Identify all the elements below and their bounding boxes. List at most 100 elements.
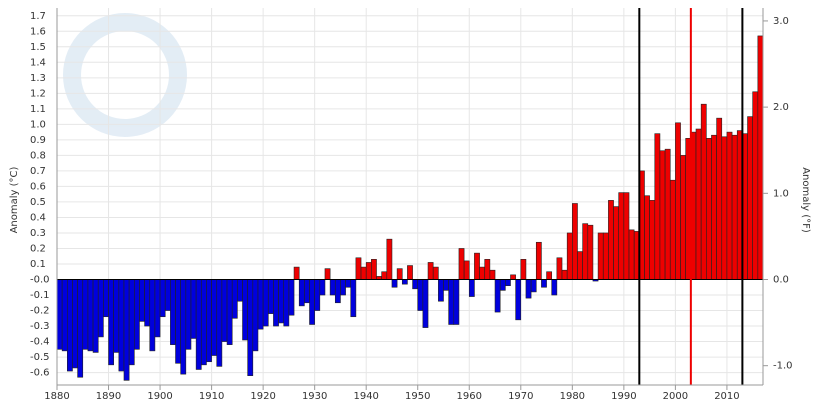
- bar: [659, 150, 666, 280]
- bar: [154, 279, 161, 338]
- bar: [401, 279, 408, 285]
- bar: [309, 279, 315, 325]
- bar: [448, 279, 455, 325]
- y-tick-label: 0.6: [30, 181, 46, 192]
- bar: [61, 279, 68, 352]
- bar: [675, 122, 681, 280]
- bar: [458, 248, 465, 280]
- bar: [139, 279, 145, 322]
- y2-tick-label: 3.0: [773, 16, 789, 27]
- bar: [422, 279, 429, 328]
- bar: [103, 279, 109, 318]
- x-tick-label: 1890: [96, 391, 121, 401]
- bar: [365, 262, 372, 280]
- bar: [159, 279, 166, 318]
- bar: [164, 279, 171, 311]
- x-tick-label: 1930: [302, 391, 327, 401]
- bar: [535, 241, 542, 280]
- bar: [221, 279, 228, 342]
- bar: [489, 269, 496, 280]
- bar: [242, 279, 248, 341]
- y-tick-label: 0.7: [30, 166, 46, 177]
- logo-inner: [81, 31, 169, 119]
- bar: [520, 259, 527, 280]
- bar: [669, 179, 676, 280]
- bar: [77, 279, 84, 378]
- bar: [499, 279, 506, 291]
- x-tick-label: 1920: [250, 391, 275, 401]
- bar: [613, 206, 620, 280]
- y-tick-label: 1.3: [30, 73, 46, 84]
- bar: [170, 279, 176, 345]
- y-tick-label: 0.9: [30, 135, 46, 146]
- bar: [200, 279, 207, 366]
- bar: [190, 279, 197, 339]
- bar: [56, 279, 63, 350]
- y2-tick-label: 2.0: [773, 102, 789, 113]
- y-tick-label: -0.2: [30, 306, 50, 317]
- bar: [267, 279, 274, 314]
- y-tick-label: 1.0: [30, 119, 46, 130]
- bar: [82, 279, 89, 350]
- x-tick-label: 1970: [508, 391, 533, 401]
- bar: [231, 279, 238, 319]
- bar: [123, 279, 130, 381]
- bar: [329, 279, 336, 296]
- bar: [479, 266, 486, 280]
- bar: [731, 134, 738, 280]
- bar: [381, 271, 388, 280]
- bar: [144, 279, 151, 327]
- bar: [510, 274, 516, 280]
- x-tick-label: 1990: [611, 391, 636, 401]
- bar: [396, 268, 403, 280]
- y-tick-label: -0.5: [30, 352, 50, 363]
- bar: [443, 279, 449, 291]
- bar: [180, 279, 187, 375]
- y-tick-label: 1.5: [30, 42, 46, 53]
- y-tick-label: -0.0: [30, 275, 50, 286]
- bar: [721, 136, 728, 280]
- bar: [211, 279, 218, 356]
- bar: [304, 279, 310, 304]
- y2-axis-label: Anomaly (°F): [800, 167, 811, 233]
- bar: [87, 279, 94, 352]
- y-tick-label: 1.4: [30, 57, 46, 68]
- bar: [530, 279, 537, 293]
- bar: [108, 279, 114, 366]
- bar: [602, 232, 609, 280]
- bar: [262, 279, 269, 327]
- x-tick-label: 2010: [714, 391, 739, 401]
- y-tick-label: 1.6: [30, 26, 46, 37]
- bar: [283, 279, 290, 327]
- y-axis-label: Anomaly (°C): [9, 166, 20, 233]
- bar: [587, 224, 594, 280]
- bar: [561, 269, 568, 280]
- bar: [386, 238, 393, 280]
- bar: [67, 279, 73, 372]
- bar: [618, 192, 625, 280]
- bar: [355, 257, 362, 280]
- bar: [700, 103, 707, 280]
- bar: [252, 279, 259, 352]
- bar: [407, 265, 413, 280]
- bar: [293, 266, 300, 280]
- bar: [597, 232, 604, 280]
- bar: [273, 279, 279, 327]
- bar: [711, 134, 717, 280]
- x-tick-label: 1880: [44, 391, 69, 401]
- bar: [391, 279, 398, 288]
- bar: [649, 200, 656, 280]
- y-tick-label: -0.3: [30, 321, 50, 332]
- bar: [695, 128, 702, 280]
- bar: [319, 279, 326, 296]
- bar: [582, 223, 589, 280]
- y2-tick-label: 1.0: [773, 188, 789, 199]
- bar: [257, 279, 264, 330]
- logo-circle: [63, 13, 187, 137]
- bar: [226, 279, 233, 345]
- bar: [505, 279, 511, 287]
- bar: [623, 192, 630, 280]
- bar: [92, 279, 99, 353]
- x-tick-label: 1900: [147, 391, 172, 401]
